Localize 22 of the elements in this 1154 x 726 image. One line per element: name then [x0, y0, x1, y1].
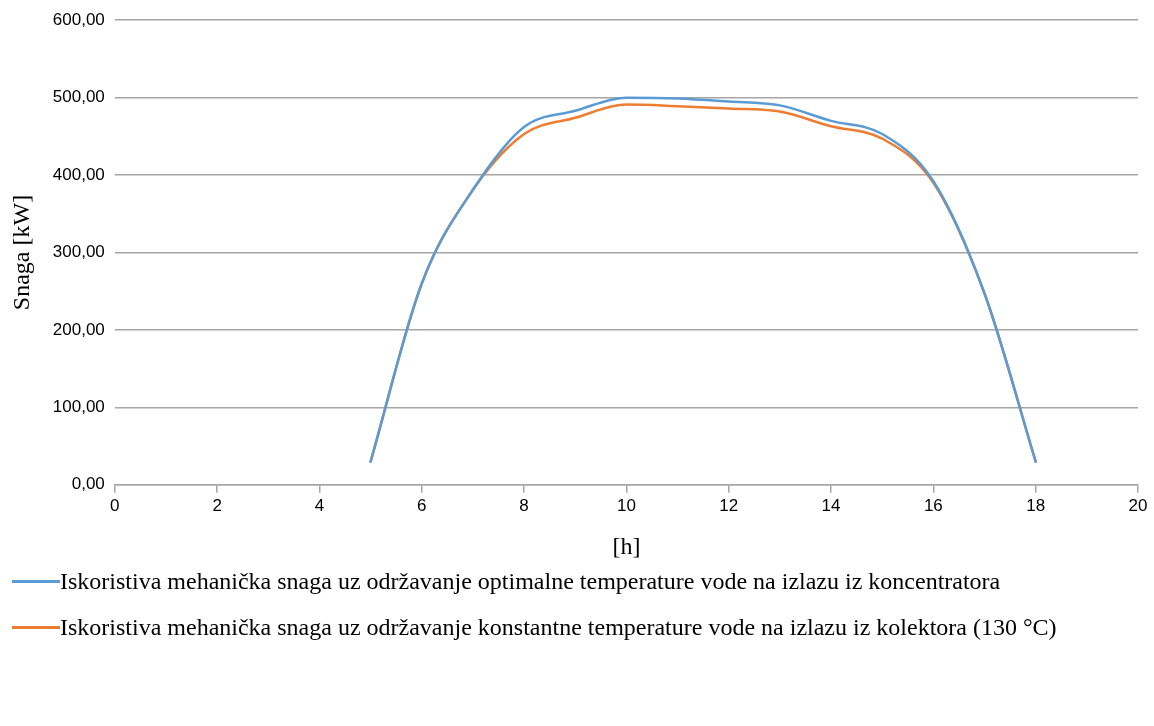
y-tick-label: 300,00 [52, 242, 105, 262]
x-tick-label: 6 [417, 495, 427, 515]
x-tick-label: 16 [923, 495, 943, 515]
x-tick-label: 4 [314, 495, 325, 515]
y-tick-label: 400,00 [52, 164, 105, 184]
x-tick-label: 8 [519, 495, 529, 515]
x-tick-label: 0 [110, 495, 120, 515]
x-tick-label: 2 [212, 495, 222, 515]
x-tick-label: 14 [821, 495, 841, 515]
y-tick-label: 600,00 [52, 9, 105, 29]
x-tick-label: 12 [719, 495, 739, 515]
x-tick-label: 10 [616, 495, 636, 515]
y-tick-label: 100,00 [52, 397, 105, 417]
x-axis-title: [h] [612, 532, 641, 559]
legend-label: Iskoristiva mehanička snaga uz održavanje konstantne temperature vode na izlazu iz kolektora (130 °C) [60, 613, 1057, 642]
y-tick-label: 0,00 [71, 474, 105, 494]
x-tick-label: 18 [1026, 495, 1046, 515]
y-tick-label: 200,00 [52, 319, 105, 339]
x-tick-label: 20 [1128, 495, 1148, 515]
legend-label: Iskoristiva mehanička snaga uz održavanje optimalne temperature vode na izlazu iz koncentratora [60, 567, 1001, 596]
y-tick-label: 500,00 [52, 87, 105, 107]
y-axis-title: Snaga [kW] [7, 194, 34, 311]
